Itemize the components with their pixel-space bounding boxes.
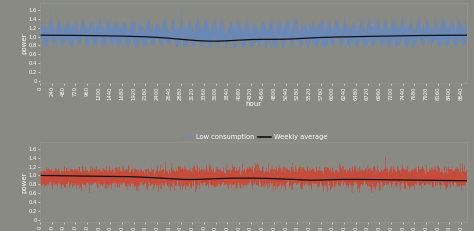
Low consumption <box>464 22 470 25</box>
High consumption <box>159 177 164 179</box>
Weekly average <box>178 178 184 181</box>
Weekly average <box>164 177 169 180</box>
High consumption <box>383 156 388 158</box>
High consumption <box>129 180 135 183</box>
Weekly average <box>178 38 184 41</box>
Weekly average <box>210 40 216 43</box>
Low consumption <box>164 33 169 36</box>
Legend: Low consumption, Weekly average: Low consumption, Weekly average <box>177 132 330 143</box>
Low consumption <box>449 27 455 30</box>
Weekly average <box>37 174 43 177</box>
Line: Low consumption: Low consumption <box>40 11 467 48</box>
Weekly average <box>164 37 169 40</box>
Low consumption <box>37 30 43 33</box>
Weekly average <box>159 177 164 180</box>
Y-axis label: power: power <box>21 171 27 193</box>
Weekly average <box>129 175 135 178</box>
Low consumption <box>159 43 164 46</box>
Low consumption <box>129 30 135 33</box>
Low consumption <box>50 46 56 49</box>
Weekly average <box>159 36 164 39</box>
Line: Weekly average: Weekly average <box>40 35 467 41</box>
Low consumption <box>178 25 184 28</box>
High consumption <box>178 174 184 177</box>
High consumption <box>37 173 43 176</box>
High consumption <box>154 181 159 184</box>
Weekly average <box>449 34 455 37</box>
Weekly average <box>154 176 159 179</box>
X-axis label: hour: hour <box>246 101 262 107</box>
Weekly average <box>154 36 159 39</box>
Y-axis label: power: power <box>21 32 27 54</box>
Low consumption <box>178 9 184 12</box>
Weekly average <box>129 35 135 38</box>
High consumption <box>164 174 169 177</box>
Line: Weekly average: Weekly average <box>40 176 467 181</box>
Line: High consumption: High consumption <box>40 157 467 193</box>
Weekly average <box>464 179 470 182</box>
Low consumption <box>154 27 159 30</box>
High consumption <box>87 192 92 195</box>
Weekly average <box>37 34 43 36</box>
Weekly average <box>464 34 470 36</box>
Weekly average <box>449 179 455 182</box>
High consumption <box>464 175 470 178</box>
High consumption <box>449 177 455 179</box>
